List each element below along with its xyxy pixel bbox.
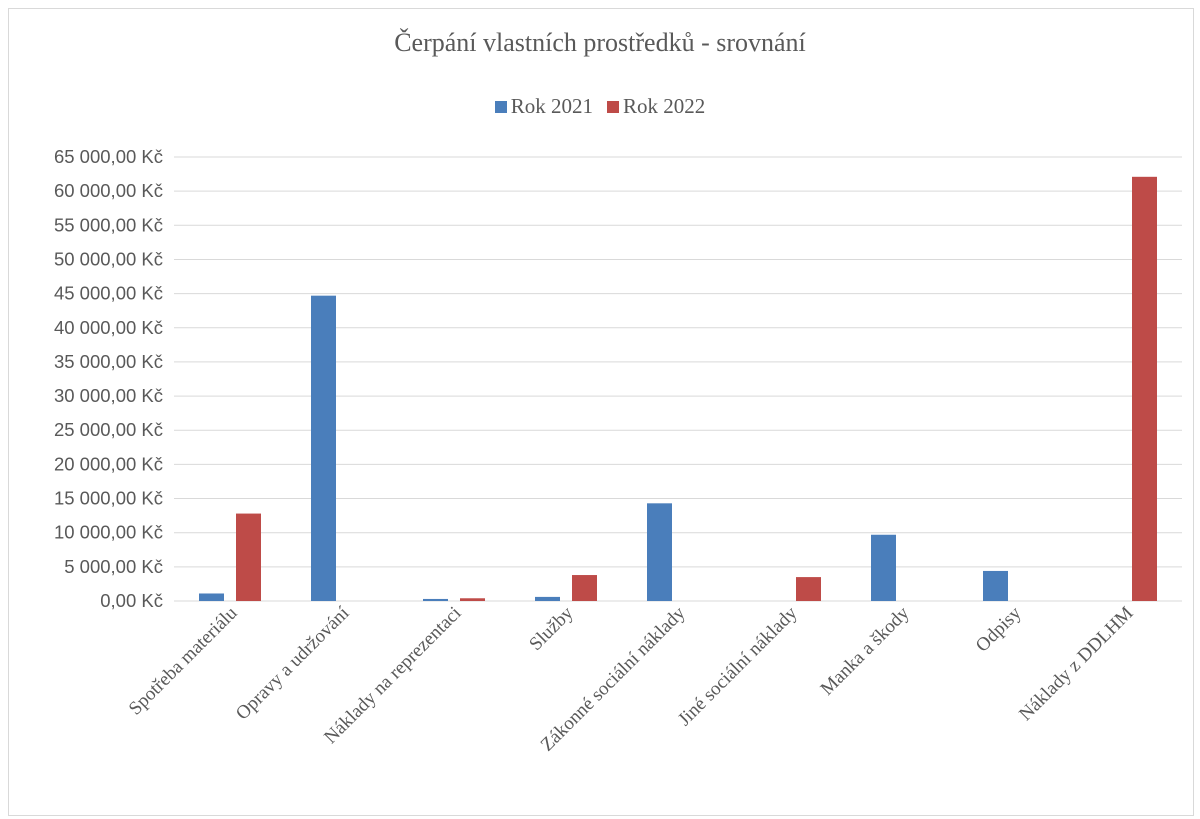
y-tick-label: 20 000,00 Kč — [54, 453, 163, 474]
x-category-label: Manka a škody — [817, 602, 914, 699]
x-category-label: Spotřeba materiálu — [125, 602, 242, 719]
bar-2021 — [871, 534, 896, 601]
y-tick-label: 65 000,00 Kč — [54, 146, 163, 167]
x-category-label: Odpisy — [972, 602, 1026, 656]
bar-2021 — [647, 503, 672, 601]
y-tick-label: 45 000,00 Kč — [54, 283, 163, 304]
bar-2021 — [199, 593, 224, 601]
y-tick-label: 35 000,00 Kč — [54, 351, 163, 372]
bar-2021 — [311, 295, 336, 601]
y-tick-label: 15 000,00 Kč — [54, 488, 163, 509]
bar-2022 — [796, 577, 821, 601]
legend-swatch-2022 — [607, 100, 619, 113]
bar-2022 — [460, 598, 485, 601]
bar-2021 — [535, 596, 560, 601]
y-tick-label: 30 000,00 Kč — [54, 385, 163, 406]
y-tick-label: 60 000,00 Kč — [54, 180, 163, 201]
y-tick-label: 0,00 Kč — [100, 590, 163, 611]
x-category-label: Náklady z DDLHM — [1015, 603, 1137, 725]
legend-label-2022: Rok 2022 — [623, 94, 706, 118]
legend-swatch-2021 — [494, 100, 507, 113]
chart-area — [8, 8, 1194, 816]
legend-item-2021: Rok 2021 — [494, 94, 593, 119]
y-tick-label: 50 000,00 Kč — [54, 248, 163, 269]
x-category-label: Opravy a udržování — [232, 602, 354, 724]
bar-2022 — [572, 575, 597, 601]
y-tick-label: 55 000,00 Kč — [54, 214, 163, 235]
legend: Rok 2021 Rok 2022 — [0, 94, 1200, 119]
x-category-label: Služby — [525, 602, 578, 655]
legend-item-2022: Rok 2022 — [607, 94, 705, 119]
chart-title: Čerpání vlastních prostředků - srovnání — [394, 28, 806, 57]
bar-2022 — [1132, 176, 1157, 601]
bar-2021 — [983, 570, 1008, 601]
y-tick-label: 10 000,00 Kč — [54, 522, 163, 543]
y-tick-label: 25 000,00 Kč — [54, 419, 163, 440]
y-tick-label: 5 000,00 Kč — [64, 556, 163, 577]
bar-2021 — [423, 598, 448, 601]
y-tick-label: 40 000,00 Kč — [54, 317, 163, 338]
bar-2022 — [236, 513, 261, 601]
legend-label-2021: Rok 2021 — [510, 94, 593, 118]
x-category-label: Jiné sociální náklady — [674, 602, 802, 730]
